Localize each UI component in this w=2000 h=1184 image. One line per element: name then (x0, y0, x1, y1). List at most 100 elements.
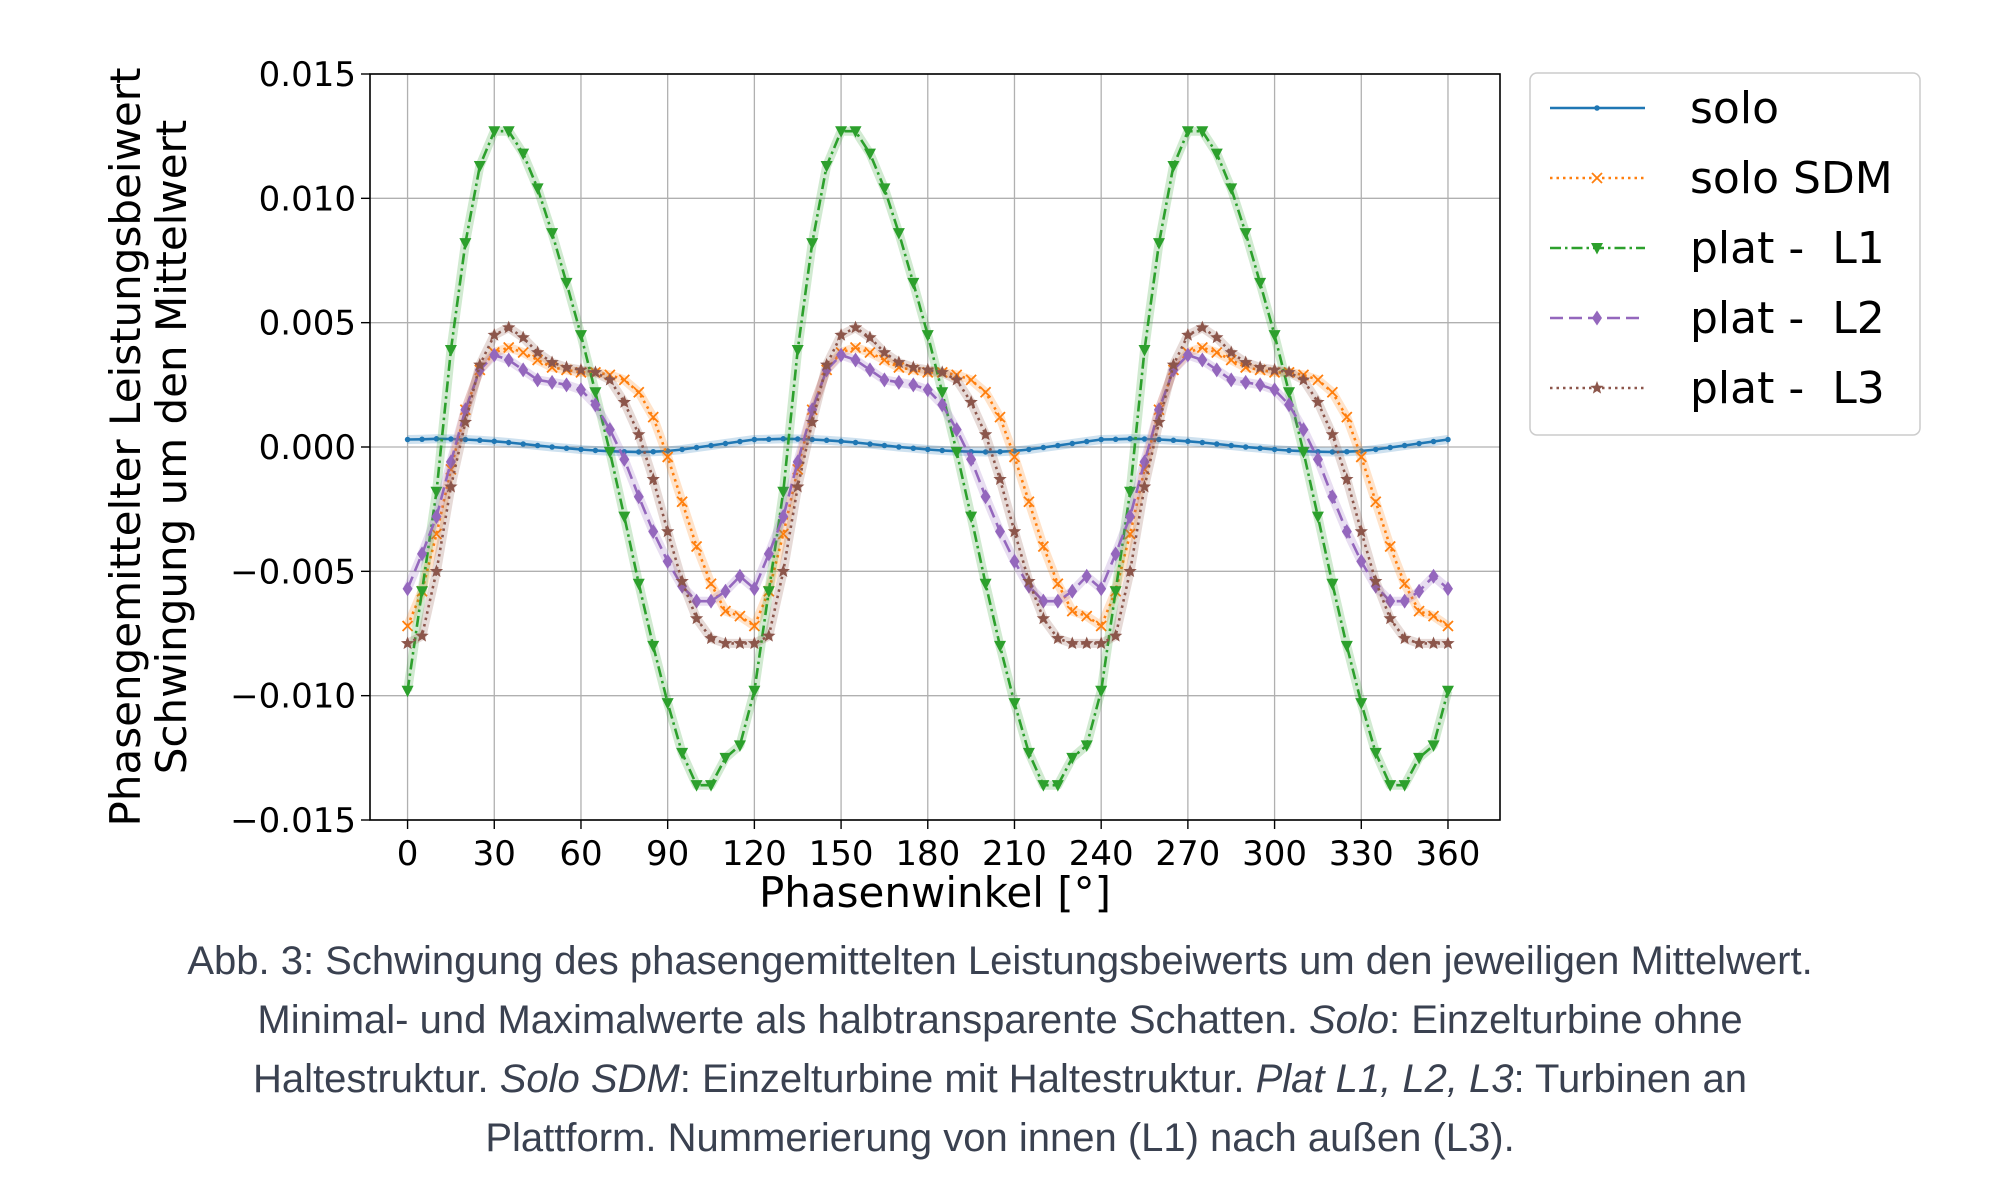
data-point (401, 620, 414, 632)
data-point (1040, 444, 1047, 451)
caption-italic: Plat L1, L2, L3 (1255, 1057, 1514, 1101)
caption-text: : Einzelturbine mit Haltestruktur. (679, 1057, 1256, 1101)
data-point (776, 564, 790, 577)
data-point (516, 330, 530, 344)
data-point (1354, 524, 1368, 538)
data-point (575, 382, 586, 398)
series-plat-l3 (400, 320, 1455, 650)
data-point (777, 486, 790, 499)
data-point (633, 386, 645, 398)
legend-label: solo SDM (1690, 153, 1893, 204)
data-point (806, 238, 819, 250)
data-point (820, 161, 833, 173)
data-point (560, 277, 573, 290)
data-point (763, 546, 774, 562)
data-point (994, 640, 1007, 653)
data-point (534, 442, 541, 449)
data-point (766, 436, 772, 443)
data-point (1170, 437, 1177, 444)
y-tick-label: 0.005 (259, 304, 356, 344)
data-point (1341, 524, 1352, 540)
data-point (1196, 126, 1209, 138)
data-point (530, 345, 545, 359)
data-point (982, 449, 989, 455)
data-point (1340, 472, 1354, 485)
data-point (778, 509, 789, 525)
data-point (1069, 440, 1076, 447)
legend-entry: plat - L2 (1550, 293, 1885, 344)
data-point (1095, 685, 1108, 698)
data-point (477, 437, 483, 444)
data-point (1369, 574, 1383, 587)
data-point (965, 374, 977, 386)
data-point (1356, 553, 1367, 569)
data-point (517, 346, 529, 359)
data-point (1284, 397, 1295, 413)
data-point (531, 183, 544, 195)
data-point (1397, 631, 1412, 645)
data-point (878, 183, 891, 195)
figure-caption: Abb. 3: Schwingung des phasengemittelten… (20, 932, 1980, 1168)
data-point (473, 161, 486, 173)
data-point (1008, 451, 1021, 463)
data-point (1083, 438, 1090, 445)
data-point (1298, 422, 1309, 438)
data-point (791, 479, 805, 493)
y-tick-label: 0.010 (259, 179, 356, 219)
data-point (1385, 593, 1396, 609)
data-point (706, 593, 717, 609)
x-tick-label: 30 (473, 834, 516, 874)
data-point (805, 415, 819, 428)
x-tick-label: 270 (1155, 834, 1220, 874)
data-point (618, 374, 630, 386)
data-point (908, 377, 919, 393)
data-point (965, 511, 978, 524)
data-point (849, 126, 862, 138)
data-point (679, 446, 685, 453)
data-point (505, 439, 512, 446)
data-point (777, 528, 789, 540)
data-point (1257, 445, 1263, 451)
data-point (646, 472, 660, 485)
data-point (968, 448, 974, 455)
data-point (907, 277, 920, 290)
data-point (733, 740, 746, 752)
data-point (503, 341, 515, 354)
data-point (1413, 605, 1425, 617)
data-point (1124, 486, 1137, 499)
data-point (430, 528, 443, 540)
data-point (1038, 593, 1049, 609)
data-point (547, 374, 558, 390)
data-point (661, 698, 674, 710)
data-point (1239, 355, 1253, 369)
data-point (1441, 636, 1455, 650)
data-point (704, 631, 718, 645)
data-point (921, 362, 935, 376)
data-point (849, 341, 862, 354)
data-point (1185, 438, 1191, 445)
data-point (910, 445, 917, 451)
data-point (1413, 752, 1426, 765)
data-point (852, 439, 859, 446)
data-point (1590, 381, 1604, 394)
y-axis-label: Phasengemittelter Leistungsbeiwert Schwi… (101, 68, 196, 827)
data-point (1096, 581, 1107, 597)
plot-area (369, 73, 1501, 821)
data-point (1254, 277, 1267, 290)
data-point (462, 436, 469, 443)
x-tick-label: 330 (1329, 834, 1394, 874)
data-point (1591, 172, 1603, 184)
data-point (1341, 411, 1353, 423)
legend-label: solo (1690, 83, 1779, 134)
data-point (1240, 361, 1252, 374)
data-point (650, 448, 656, 455)
caption-text: Minimal- und Maximalwerte als halbtransp… (257, 998, 1309, 1042)
data-point (518, 362, 529, 378)
data-point (561, 377, 572, 393)
data-point (1211, 362, 1222, 378)
legend-frame (1529, 72, 1921, 436)
y-tick-label: 0.015 (259, 55, 356, 95)
data-point (1112, 436, 1119, 443)
data-point (1066, 752, 1079, 765)
data-point (693, 444, 700, 451)
